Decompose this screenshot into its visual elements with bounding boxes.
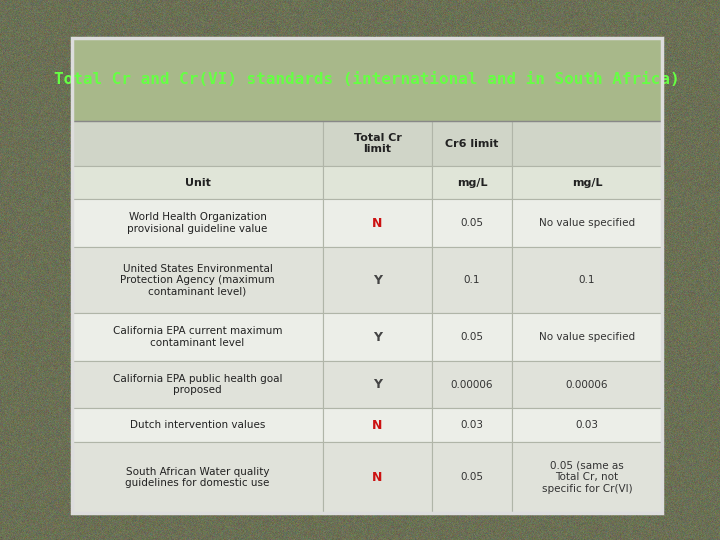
Text: World Health Organization
provisional guideline value: World Health Organization provisional gu… — [127, 212, 268, 234]
Text: Y: Y — [373, 330, 382, 343]
Text: California EPA current maximum
contaminant level: California EPA current maximum contamina… — [113, 326, 282, 348]
Text: Unit: Unit — [184, 178, 210, 188]
Text: South African Water quality
guidelines for domestic use: South African Water quality guidelines f… — [125, 467, 270, 488]
Text: Cr6 limit: Cr6 limit — [445, 138, 499, 149]
Text: 0.03: 0.03 — [575, 420, 598, 430]
Text: No value specified: No value specified — [539, 332, 635, 342]
Text: 0.05: 0.05 — [461, 472, 484, 482]
Text: No value specified: No value specified — [539, 218, 635, 228]
Text: N: N — [372, 471, 383, 484]
Text: 0.05: 0.05 — [461, 332, 484, 342]
Text: United States Environmental
Protection Agency (maximum
contaminant level): United States Environmental Protection A… — [120, 264, 275, 297]
Text: 0.1: 0.1 — [464, 275, 480, 285]
Text: Dutch intervention values: Dutch intervention values — [130, 420, 265, 430]
Text: mg/L: mg/L — [572, 178, 603, 188]
Text: Y: Y — [373, 274, 382, 287]
Text: 0.05: 0.05 — [461, 218, 484, 228]
Text: 0.00006: 0.00006 — [566, 380, 608, 390]
Text: Total Cr and Cr(VI) standards (international and in South Africa): Total Cr and Cr(VI) standards (internati… — [55, 72, 680, 87]
Text: Y: Y — [373, 378, 382, 391]
Text: mg/L: mg/L — [456, 178, 487, 188]
Text: N: N — [372, 418, 383, 431]
Text: N: N — [372, 217, 383, 230]
Text: Total Cr
limit: Total Cr limit — [354, 133, 402, 154]
Text: 0.03: 0.03 — [461, 420, 484, 430]
Text: 0.00006: 0.00006 — [451, 380, 493, 390]
Text: 0.05 (same as
Total Cr, not
specific for Cr(VI): 0.05 (same as Total Cr, not specific for… — [542, 461, 632, 494]
Text: 0.1: 0.1 — [579, 275, 595, 285]
Text: California EPA public health goal
proposed: California EPA public health goal propos… — [113, 374, 282, 395]
